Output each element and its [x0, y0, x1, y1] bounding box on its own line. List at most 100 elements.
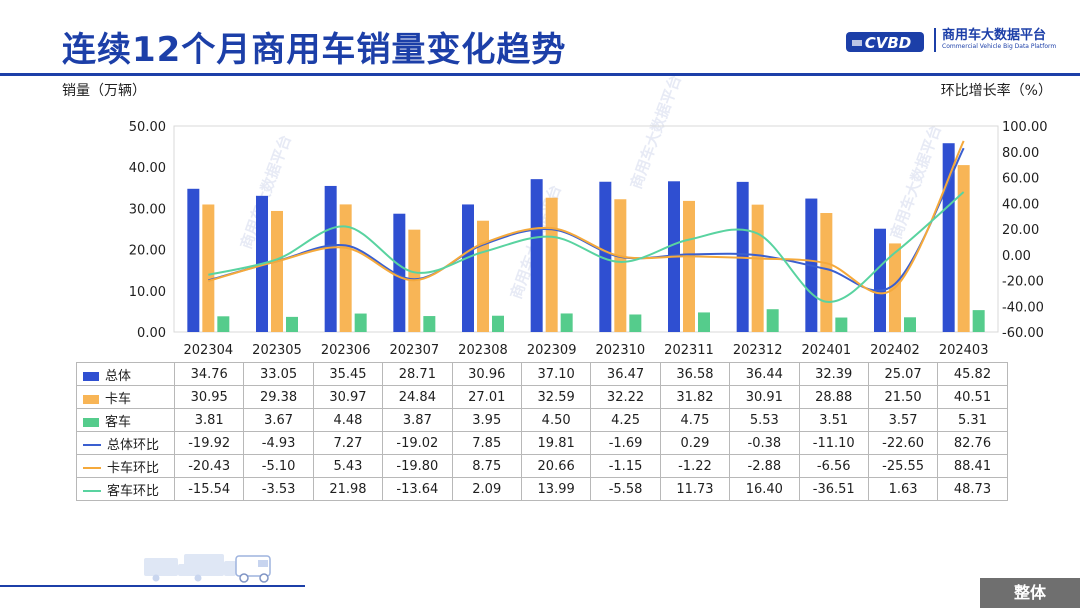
table-cell: 35.45: [312, 362, 384, 386]
bar-卡车: [271, 210, 283, 332]
table-cell: 4.25: [590, 408, 661, 432]
table-cell: 37.10: [520, 362, 592, 386]
x-tick-label: 202307: [390, 343, 440, 358]
bar-卡车: [683, 200, 695, 332]
y-tick-label: 10.00: [129, 285, 166, 300]
x-tick-label: 202308: [458, 343, 508, 358]
logo-english-name: Commercial Vehicle Big Data Platform: [942, 43, 1057, 50]
table-cell: -19.80: [382, 454, 453, 478]
table-cell: 16.40: [729, 477, 800, 501]
table-cell: -1.69: [590, 431, 661, 455]
table-cell: -1.22: [659, 454, 731, 478]
logo-chinese-name: 商用车大数据平台: [942, 28, 1047, 43]
table-row: 总体 34.76 33.05 35.45 28.71 30.96 37.10 36.47 36.…: [76, 362, 1008, 386]
table-cell: 21.98: [312, 477, 384, 501]
table-cell: 30.95: [173, 385, 245, 409]
table-cell: 1.63: [867, 477, 939, 501]
legend-label: 总体: [105, 368, 132, 384]
table-cell: 30.97: [312, 385, 384, 409]
left-axis-unit: 销量（万辆）: [62, 83, 146, 99]
truck-fleet-icon: [144, 554, 271, 583]
y2-tick-label: -60.00: [1002, 326, 1044, 341]
y-tick-label: 50.00: [129, 120, 166, 135]
table-cell: 8.75: [451, 454, 522, 478]
table-row: 客车环比 -15.54 -3.53 21.98 -13.64 2.09 13.99 -5.58…: [76, 477, 1008, 501]
bar-总体: [462, 204, 474, 332]
table-cell: -5.10: [243, 454, 314, 478]
table-cell: -19.92: [173, 431, 245, 455]
x-tick-label: 202311: [664, 343, 714, 358]
table-cell: 48.73: [937, 477, 1008, 501]
table-cell: -22.60: [867, 431, 939, 455]
y2-tick-label: 80.00: [1002, 146, 1039, 161]
legend-swatch: [83, 417, 99, 427]
table-cell: -5.58: [590, 477, 661, 501]
table-cell: 82.76: [937, 431, 1008, 455]
table-cell: 4.50: [520, 408, 592, 432]
legend-swatch: [83, 490, 101, 492]
table-row-header: 总体环比: [76, 431, 175, 455]
y2-tick-label: 100.00: [1002, 120, 1048, 135]
bar-客车: [904, 317, 916, 332]
line-总体环比: [208, 147, 965, 292]
footer-rule: [0, 585, 305, 587]
table-cell: 21.50: [867, 385, 939, 409]
page-title: 连续12个月商用车销量变化趋势: [62, 30, 567, 70]
watermark-text: 商用车大数据平台: [887, 122, 945, 241]
table-cell: 36.47: [590, 362, 661, 386]
table-row-header: 客车: [76, 408, 175, 432]
sales-combo-chart: 商用车大数据平台商用车大数据平台商用车大数据平台商用车大数据平台 0.0010.…: [129, 72, 1048, 358]
table-cell: 32.39: [798, 362, 869, 386]
x-tick-label: 202312: [733, 343, 783, 358]
table-cell: 3.67: [243, 408, 314, 432]
table-row-header: 总体: [76, 362, 175, 386]
y2-tick-label: 20.00: [1002, 223, 1039, 238]
table-cell: 33.05: [243, 362, 314, 386]
table-cell: 5.31: [937, 408, 1008, 432]
table-cell: -19.02: [382, 431, 453, 455]
y-tick-label: 0.00: [137, 326, 166, 341]
table-cell: 25.07: [867, 362, 939, 386]
x-tick-label: 202401: [802, 343, 852, 358]
y2-tick-label: -20.00: [1002, 275, 1044, 290]
table-cell: 45.82: [937, 362, 1008, 386]
table-cell: 24.84: [382, 385, 453, 409]
x-tick-label: 202403: [939, 343, 989, 358]
watermark-text: 商用车大数据平台: [627, 72, 685, 191]
table-cell: 30.96: [451, 362, 522, 386]
x-tick-label: 202306: [321, 343, 371, 358]
data-table: 总体 34.76 33.05 35.45 28.71 30.96 37.10 36.47 36.…: [76, 362, 1008, 501]
table-cell: 3.87: [382, 408, 453, 432]
right-axis-unit: 环比增长率（%）: [940, 83, 1052, 99]
right-axis-ticks: -60.00 -40.00 -20.00 0.00 20.00 40.00 60.00 80.…: [1002, 120, 1048, 341]
x-tick-label: 202305: [252, 343, 302, 358]
cvbd-logo-icon: CVBD: [846, 32, 924, 52]
table-cell: 20.66: [520, 454, 592, 478]
table-cell: 4.48: [312, 408, 384, 432]
table-cell: 27.01: [451, 385, 522, 409]
bar-卡车: [751, 204, 764, 332]
bar-总体: [393, 213, 406, 332]
bar-总体: [599, 181, 612, 332]
logo-separator: [934, 28, 936, 52]
table-cell: -1.15: [590, 454, 661, 478]
bar-客车: [698, 312, 710, 332]
y-tick-label: 20.00: [129, 244, 166, 259]
bar-卡车: [614, 199, 627, 332]
logo-mark-text: CVBD: [865, 34, 912, 52]
bar-客车: [354, 313, 367, 332]
bar-客车: [560, 313, 573, 332]
table-cell: 32.22: [590, 385, 661, 409]
y2-tick-label: 0.00: [1002, 249, 1031, 264]
table-cell: 7.27: [312, 431, 384, 455]
table-row-header: 卡车环比: [76, 454, 175, 478]
bar-卡车: [202, 204, 215, 332]
bar-客车: [492, 315, 504, 332]
category-labels: 202304 202305 202306 202307 202308 202309 2023…: [184, 343, 989, 358]
bar-总体: [530, 179, 543, 332]
x-tick-label: 202309: [527, 343, 577, 358]
table-cell: 40.51: [937, 385, 1008, 409]
left-axis-ticks: 0.00 10.00 20.00 30.00 40.00 50.00: [129, 120, 166, 341]
table-row: 客车 3.81 3.67 4.48 3.87 3.95 4.50 4.25 4.75 5.53 3.…: [76, 408, 1008, 432]
table-cell: 3.51: [798, 408, 869, 432]
